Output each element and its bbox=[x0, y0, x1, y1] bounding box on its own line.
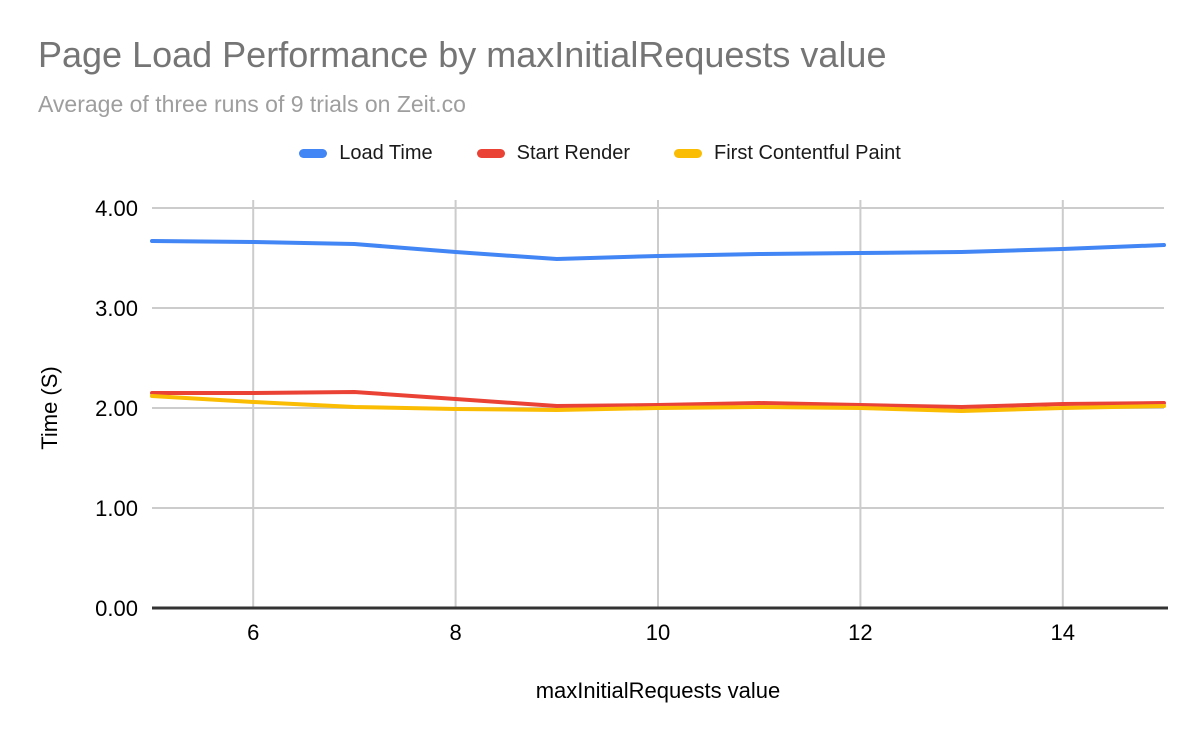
chart-title: Page Load Performance by maxInitialReque… bbox=[38, 34, 887, 75]
legend-label: Load Time bbox=[339, 142, 433, 164]
series-line-first-contentful-paint bbox=[150, 394, 1166, 413]
y-tick-label: 1.00 bbox=[95, 496, 138, 521]
x-tick-label: 8 bbox=[449, 620, 461, 645]
legend-item-start-render: Start Render bbox=[476, 142, 631, 165]
legend-label: Start Render bbox=[516, 142, 631, 164]
x-tick-label: 12 bbox=[848, 620, 872, 645]
y-tick-label: 3.00 bbox=[95, 296, 138, 321]
x-tick-label: 10 bbox=[646, 620, 670, 645]
x-axis-title: maxInitialRequests value bbox=[535, 678, 781, 703]
legend: Load Time Start Render First Contentful Pa… bbox=[0, 142, 1200, 165]
series-line-start-render bbox=[150, 390, 1166, 409]
series-line-load-time bbox=[150, 239, 1166, 261]
legend-item-load-time: Load Time bbox=[299, 142, 433, 165]
y-tick-label: 0.00 bbox=[95, 596, 138, 621]
x-tick-label: 14 bbox=[1051, 620, 1075, 645]
y-tick-label: 2.00 bbox=[95, 396, 138, 421]
legend-item-first-contentful-paint: First Contentful Paint bbox=[674, 142, 901, 165]
legend-swatch-first-contentful-paint bbox=[674, 149, 703, 158]
legend-label: First Contentful Paint bbox=[714, 142, 901, 164]
legend-swatch-start-render bbox=[476, 149, 505, 158]
chart-subtitle: Average of three runs of 9 trials on Zei… bbox=[38, 91, 466, 117]
x-tick-label: 6 bbox=[247, 620, 259, 645]
y-tick-label: 4.00 bbox=[95, 196, 138, 221]
legend-swatch-load-time bbox=[299, 149, 328, 158]
